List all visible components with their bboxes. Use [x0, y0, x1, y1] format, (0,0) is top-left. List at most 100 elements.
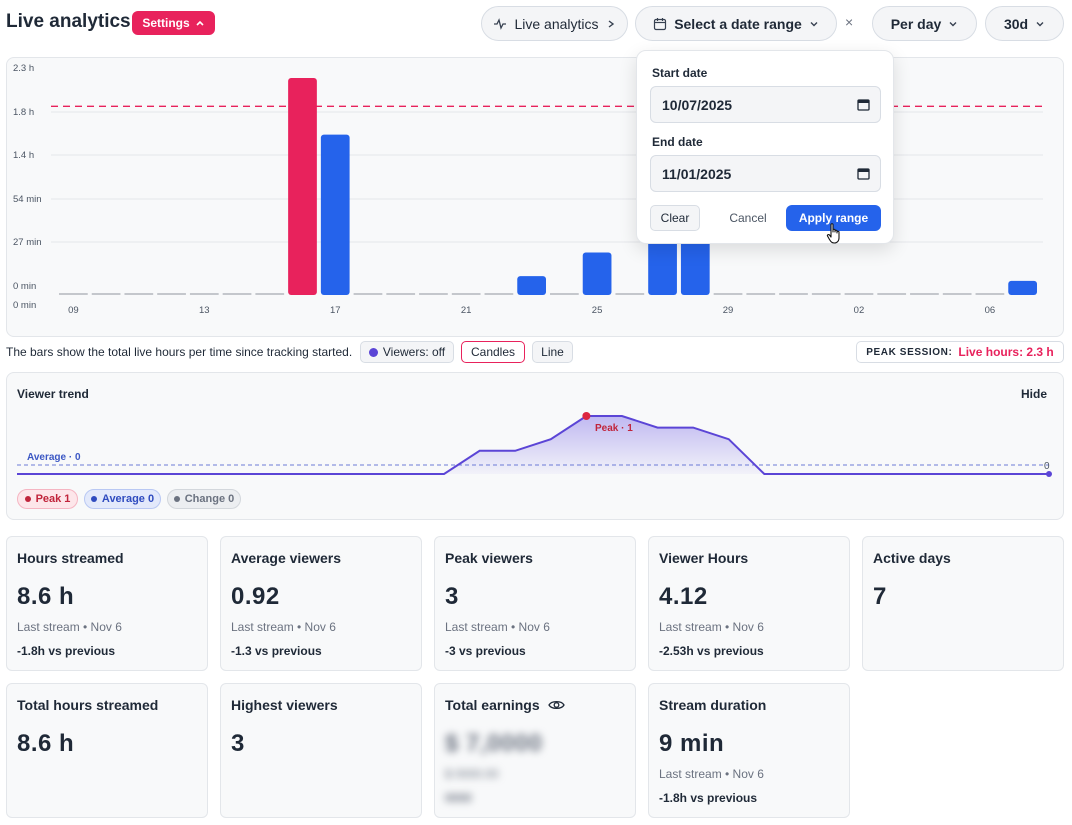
x-tick-label: 29: [723, 305, 734, 316]
stat-value: 0.92: [231, 583, 280, 610]
x-tick-label: 06: [985, 305, 996, 316]
viewers-toggle-label: Viewers: off: [382, 345, 446, 359]
bar-empty: [386, 293, 416, 295]
bar-empty: [910, 293, 939, 295]
calendar-icon[interactable]: [857, 167, 870, 180]
chevron-down-icon: [949, 21, 957, 26]
calendar-icon: [654, 17, 667, 30]
stat-title: Viewer Hours: [659, 550, 749, 566]
end-point: [1046, 471, 1052, 477]
peak-dot-icon: [24, 496, 31, 502]
bar-empty: [844, 293, 874, 295]
end-value-label: 0: [1044, 461, 1050, 472]
start-date-input[interactable]: 10/07/2025: [650, 86, 881, 123]
live-hours-chart: 2.3 h 1.8 h 1.4 h 54 min 27 min 0 min 0 min 09 1…: [6, 57, 1064, 337]
y-tick-label: 2.3 h: [13, 63, 34, 74]
viewer-trend-svg: Average · 0 Peak · 1 0: [17, 412, 1052, 477]
bar-empty: [91, 293, 121, 295]
y-tick-label: 54 min: [13, 194, 42, 205]
stat-subtitle: Last stream • Nov 6: [659, 767, 764, 781]
bar-empty: [353, 293, 383, 295]
stat-value: 3: [231, 730, 245, 757]
live-analytics-button[interactable]: Live analytics: [481, 6, 628, 41]
bar: [582, 252, 612, 295]
bar-empty: [942, 293, 972, 295]
period-dropdown[interactable]: 30d: [985, 6, 1064, 41]
bar-empty: [484, 293, 514, 295]
stat-title: Average viewers: [231, 550, 341, 566]
interval-label: Per day: [890, 15, 942, 32]
stat-card-stream-duration: Stream duration 9 min Last stream • Nov …: [648, 683, 850, 818]
bar: [680, 238, 710, 295]
stat-card-total-hours-streamed: Total hours streamed 8.6 h: [6, 683, 208, 818]
bar-empty: [124, 293, 154, 295]
peak-session-badge: PEAK SESSION: Live hours: 2.3 h: [856, 341, 1064, 363]
end-date-value: 11/01/2025: [662, 165, 732, 182]
stat-delta: -1.8h vs previous: [659, 791, 758, 805]
hide-trend-button[interactable]: Hide: [1020, 387, 1047, 401]
stat-title: Active days: [873, 550, 951, 566]
x-tick-label: 09: [68, 305, 79, 316]
x-tick-label: 17: [330, 305, 341, 316]
stat-subtitle-hidden: $ 0000.00: [445, 767, 499, 781]
page-title: Live analytics: [6, 11, 131, 32]
bar: [288, 78, 317, 295]
stat-title: Highest viewers: [231, 697, 338, 713]
settings-button[interactable]: Settings: [132, 11, 215, 35]
stat-title: Total hours streamed: [17, 697, 159, 713]
stat-subtitle: Last stream • Nov 6: [231, 620, 336, 634]
bar-empty: [975, 293, 1005, 295]
average-line-label: Average · 0: [27, 452, 81, 463]
candles-button[interactable]: Candles: [461, 341, 525, 363]
viewers-toggle[interactable]: Viewers: off: [360, 341, 454, 363]
chevron-right-icon: [608, 19, 614, 28]
y-tick-label: 27 min: [13, 237, 42, 248]
change-chip: Change 0: [167, 489, 241, 509]
peak-point-label: Peak · 1: [595, 423, 633, 434]
stat-card-total-earnings: Total earnings $ 7,0000 $ 0000.00 0000: [434, 683, 636, 818]
stat-value: 9 min: [659, 730, 725, 757]
end-date-input[interactable]: 11/01/2025: [650, 155, 881, 192]
stat-value-hidden: $ 7,0000: [445, 730, 543, 757]
interval-dropdown[interactable]: Per day: [872, 6, 977, 41]
bar: [320, 134, 350, 295]
average-chip: Average 0: [84, 489, 161, 509]
peak-chip-label: Peak 1: [35, 493, 71, 505]
x-tick-label: 25: [592, 305, 603, 316]
date-range-dropdown[interactable]: Select a date range: [635, 6, 837, 41]
average-dot-icon: [90, 496, 97, 502]
chevron-down-icon: [810, 21, 818, 26]
bar-chart-svg: 2.3 h 1.8 h 1.4 h 54 min 27 min 0 min 0 min 09 1…: [13, 63, 1043, 316]
bar-empty: [550, 293, 579, 295]
peak-session-value: Live hours: 2.3 h: [958, 345, 1054, 359]
clear-button[interactable]: Clear: [650, 205, 700, 231]
line-button[interactable]: Line: [532, 341, 573, 363]
x-tick-label: 13: [199, 305, 210, 316]
y-tick-label: 0 min: [13, 281, 36, 292]
bar-empty: [59, 293, 88, 295]
bar-empty: [419, 293, 448, 295]
stat-title: Total earnings: [445, 697, 540, 713]
stat-subtitle: Last stream • Nov 6: [445, 620, 550, 634]
stat-value: 8.6 h: [17, 730, 75, 757]
stat-title: Stream duration: [659, 697, 767, 713]
bar-empty: [811, 293, 841, 295]
bar: [1008, 280, 1037, 295]
viewer-trend-panel: Viewer trend Hide Average · 0 Peak · 1 0…: [6, 372, 1064, 520]
stat-delta: -1.3 vs previous: [231, 644, 322, 658]
y-tick-label: 1.8 h: [13, 107, 34, 118]
eye-icon[interactable]: [547, 699, 565, 711]
stat-value: 3: [445, 583, 459, 610]
bar: [517, 276, 546, 295]
y-tick-label: 1.4 h: [13, 150, 34, 161]
period-label: 30d: [1003, 15, 1029, 32]
bar-empty: [222, 293, 252, 295]
cancel-button[interactable]: Cancel: [729, 211, 767, 225]
stat-title: Hours streamed: [17, 550, 124, 566]
viewers-dot-icon: [368, 347, 378, 357]
clear-date-range-icon[interactable]: ×: [845, 14, 854, 30]
calendar-icon[interactable]: [857, 98, 870, 111]
end-date-label: End date: [652, 135, 703, 149]
start-date-value: 10/07/2025: [662, 96, 733, 113]
bar-empty: [877, 293, 907, 295]
